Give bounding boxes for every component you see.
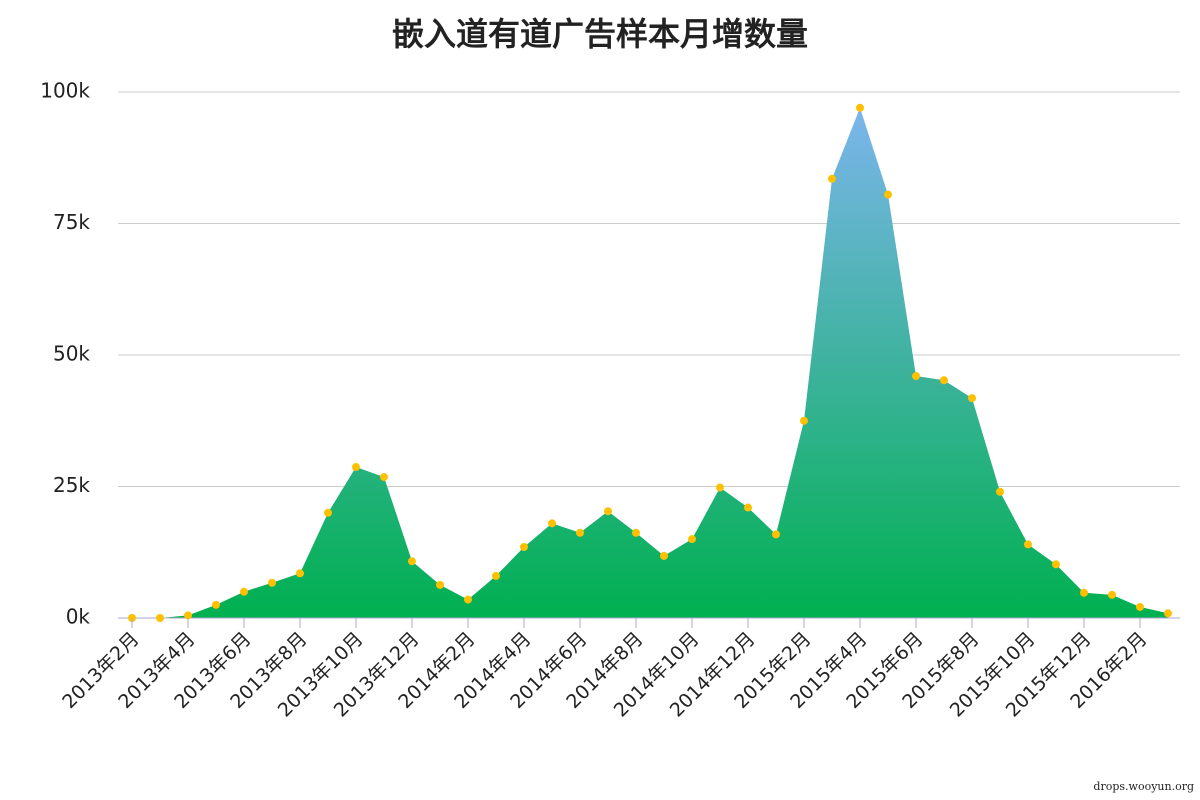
y-tick-label: 50k	[53, 342, 90, 366]
y-tick-label: 25k	[53, 473, 90, 497]
point	[212, 600, 220, 609]
point	[968, 394, 976, 403]
point	[436, 580, 444, 589]
point	[548, 519, 556, 528]
point	[660, 551, 668, 560]
point	[268, 578, 276, 587]
point	[912, 372, 920, 381]
point	[464, 595, 472, 604]
point	[828, 174, 836, 183]
point	[324, 508, 332, 517]
point	[1052, 560, 1060, 569]
point	[856, 103, 864, 112]
point	[296, 569, 304, 578]
area	[132, 107, 1168, 618]
point	[1024, 540, 1032, 549]
point	[1164, 609, 1172, 618]
point	[576, 528, 584, 537]
point	[604, 507, 612, 516]
point	[1108, 590, 1116, 599]
y-tick-label: 75k	[53, 210, 90, 234]
point	[380, 473, 388, 482]
point	[800, 416, 808, 425]
point	[1080, 588, 1088, 597]
point	[744, 503, 752, 512]
y-tick-label: 100k	[40, 79, 90, 103]
point	[184, 611, 192, 620]
point	[772, 530, 780, 539]
point	[240, 587, 248, 596]
point	[408, 557, 416, 566]
point	[520, 542, 528, 551]
point	[688, 535, 696, 544]
point	[1136, 602, 1144, 611]
point	[884, 190, 892, 199]
y-tick-label: 0k	[66, 605, 91, 629]
point	[996, 487, 1004, 496]
point	[492, 571, 500, 580]
chart-title: 嵌入道有道广告样本月增数量	[392, 15, 808, 53]
point	[716, 483, 724, 492]
watermark: drops.wooyun.org	[1093, 780, 1194, 793]
point	[632, 528, 640, 537]
point	[352, 463, 360, 472]
point	[940, 376, 948, 385]
point	[156, 614, 164, 622]
